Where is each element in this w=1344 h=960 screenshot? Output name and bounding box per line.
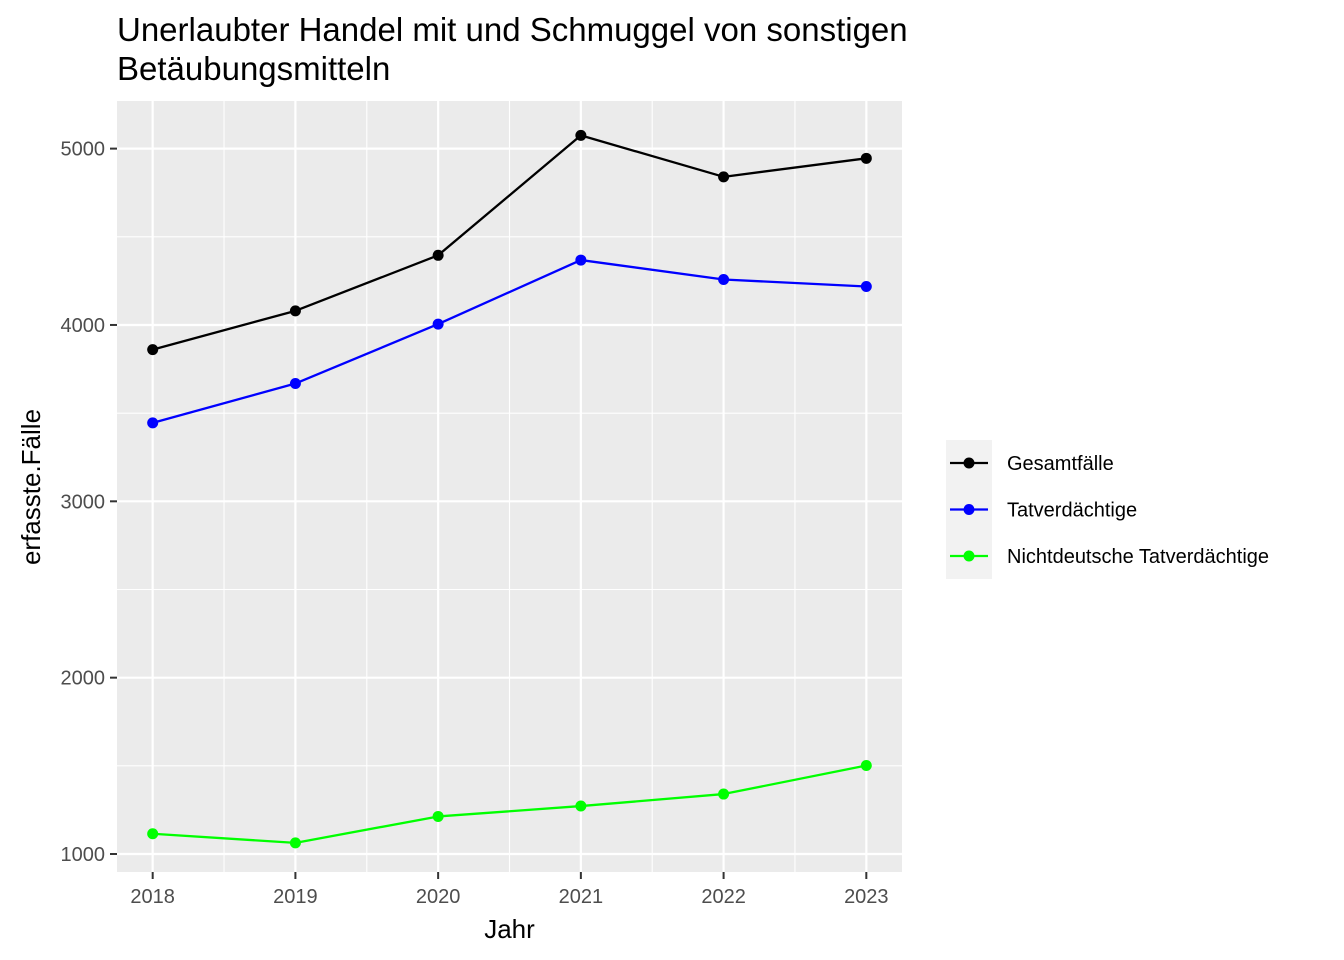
series-0: [147, 129, 872, 356]
x-tick-label: 2019: [273, 886, 318, 908]
series-1: [147, 254, 872, 429]
legend-key-point: [963, 550, 975, 562]
data-point: [575, 800, 587, 812]
grid-major: [117, 101, 902, 872]
data-point: [860, 281, 872, 293]
legend-key-point: [963, 457, 975, 469]
y-tick-label: 1000: [61, 844, 106, 866]
x-axis-title: Jahr: [484, 914, 535, 944]
legend-key-point: [963, 504, 975, 515]
y-tick-label: 5000: [61, 139, 106, 161]
data-point: [147, 344, 159, 356]
series-layer: [147, 129, 872, 849]
data-point: [289, 305, 301, 317]
data-point: [147, 417, 159, 429]
y-axis-title: erfasste.Fälle: [16, 409, 46, 565]
legend-item: Tatverdächtige: [950, 500, 1137, 522]
data-point: [860, 152, 872, 164]
x-axis: 2018 2019 2020 2021 2022 2023: [130, 872, 889, 908]
y-tick-label: 4000: [61, 315, 106, 337]
y-tick-label: 2000: [61, 668, 106, 690]
series-line: [152, 134, 867, 351]
data-point: [718, 273, 730, 285]
data-point: [575, 129, 587, 141]
data-point: [147, 828, 159, 840]
legend-label: Gesamtfälle: [1007, 453, 1114, 475]
series-line: [152, 764, 867, 845]
y-tick-label: 3000: [61, 491, 106, 513]
legend: Gesamtfälle Tatverdächtige Nichtdeutsche T…: [946, 440, 1269, 579]
legend-label: Nichtdeutsche Tatverdächtige: [1007, 546, 1269, 568]
grid-minor: [117, 101, 902, 872]
legend-label: Tatverdächtige: [1007, 500, 1137, 522]
data-point: [718, 171, 730, 183]
series-2: [147, 759, 872, 849]
data-point: [289, 378, 301, 390]
data-point: [575, 254, 587, 266]
x-tick-label: 2022: [701, 886, 746, 908]
chart-title-line-1: Unerlaubter Handel mit und Schmuggel von…: [117, 11, 908, 48]
x-tick-label: 2018: [130, 886, 175, 908]
x-tick-label: 2021: [559, 886, 604, 908]
legend-item: Gesamtfälle: [950, 453, 1114, 475]
y-axis: 1000 2000 3000 4000 5000: [61, 139, 117, 866]
data-point: [432, 810, 444, 822]
data-point: [289, 837, 301, 849]
data-point: [718, 788, 730, 800]
data-point: [432, 318, 444, 330]
x-tick-label: 2023: [844, 886, 889, 908]
data-point: [432, 249, 444, 261]
series-line: [152, 258, 867, 424]
chart-title: Unerlaubter Handel mit und Schmuggel von…: [117, 11, 908, 87]
data-point: [860, 759, 872, 771]
x-tick-label: 2020: [416, 886, 461, 908]
legend-item: Nichtdeutsche Tatverdächtige: [950, 546, 1269, 568]
chart-title-line-2: Betäubungsmitteln: [117, 50, 390, 87]
